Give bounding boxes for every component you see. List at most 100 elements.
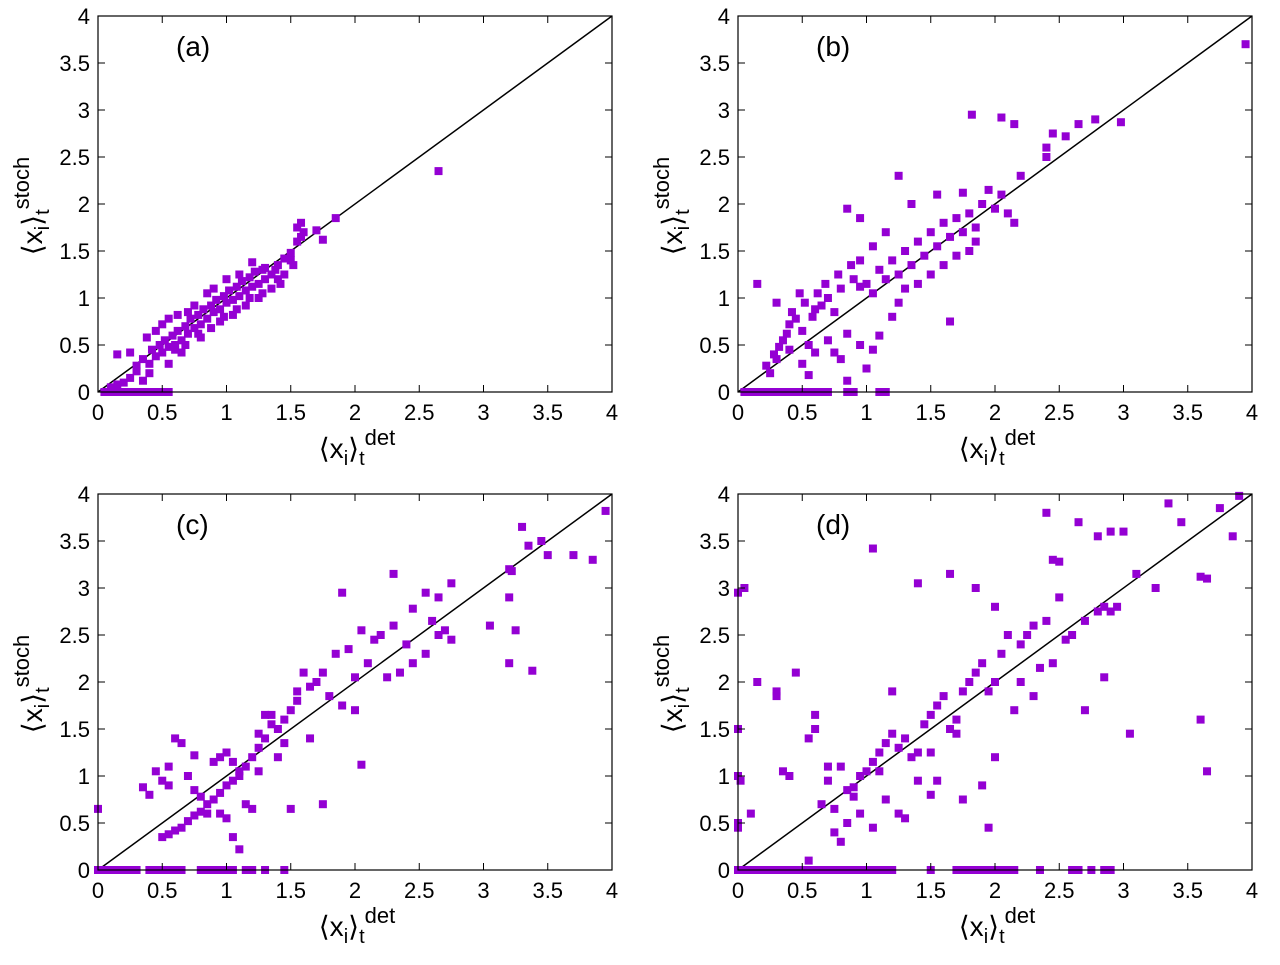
x-tick-label: 2.5 [404,878,435,903]
data-point [248,282,257,291]
x-tick-label: 2.5 [1044,878,1075,903]
data-point [984,687,993,696]
data-point [1042,616,1051,625]
data-point [248,804,257,813]
data-point [155,341,164,349]
data-point [823,336,832,345]
x-tick-label: 2.5 [1044,400,1075,425]
data-point [228,310,237,319]
data-point [1100,602,1109,611]
y-tick-label: 2.5 [59,623,90,648]
data-point [158,320,167,329]
data-point [952,715,961,724]
data-point [798,326,807,335]
data-point [286,256,295,265]
data-point [312,678,321,686]
data-point [823,294,832,302]
data-point [588,555,597,564]
x-tick-label: 3.5 [1172,400,1203,425]
data-point [248,753,257,762]
data-point [913,237,922,246]
data-point [736,776,745,785]
data-point [241,800,250,809]
data-point [772,355,781,364]
data-point [978,200,987,208]
y-tick-label: 1 [718,286,730,311]
data-point [199,305,208,314]
y-tick-label: 2 [78,192,90,217]
data-point [151,326,160,335]
x-tick-label: 0 [732,400,744,425]
data-point [447,579,456,588]
data-point [235,845,244,854]
data-point [862,279,871,288]
data-point [183,772,192,780]
data-point [177,336,186,345]
data-point [207,324,216,333]
data-point [785,345,794,354]
y-tick-label: 1.5 [59,239,90,264]
data-point [901,247,910,255]
data-point [248,258,257,267]
data-point [537,537,546,545]
data-point [875,767,884,776]
data-point [318,668,327,677]
data-point [408,604,417,613]
data-point [1164,499,1173,508]
data-point [164,314,173,323]
data-point [926,710,935,719]
data-point [164,762,173,771]
data-point [804,734,813,743]
y-tick-label: 2 [78,670,90,695]
data-point [811,725,820,733]
data-point [804,371,813,380]
data-point [785,320,794,329]
data-point [395,668,404,677]
data-point [901,284,910,293]
data-point [286,248,295,257]
data-point [868,345,877,354]
data-point [847,261,856,270]
data-point [971,668,980,677]
data-point [823,762,832,771]
data-point [1042,508,1051,517]
data-point [952,214,961,223]
data-point [138,355,147,364]
data-point [119,378,128,387]
data-point [289,261,298,270]
data-point [772,298,781,307]
data-point [875,265,884,274]
data-point [834,270,843,279]
data-point [875,331,884,340]
data-point [216,305,225,314]
y-tick-label: 4 [718,482,730,507]
data-point [920,251,929,260]
data-point [569,551,578,560]
data-point [907,753,916,762]
data-point [958,228,967,237]
data-point [856,282,865,291]
data-point [325,692,334,701]
x-tick-label: 0 [92,400,104,425]
data-point [795,289,804,298]
data-point [280,739,289,748]
data-point [151,352,160,361]
data-point [194,310,203,319]
data-point [868,757,877,766]
data-point [293,696,302,705]
data-point [518,522,527,531]
data-point [1203,767,1212,776]
data-point [171,826,180,835]
x-tick-label: 1 [860,878,872,903]
data-point [216,753,225,762]
data-point [843,786,852,795]
data-point [868,544,877,553]
data-point [254,729,263,738]
y-tick-label: 0.5 [699,811,730,836]
y-tick-label: 0.5 [59,333,90,358]
data-point [1016,678,1025,686]
data-point [946,232,955,241]
data-point [1106,527,1115,536]
data-point [245,273,254,282]
